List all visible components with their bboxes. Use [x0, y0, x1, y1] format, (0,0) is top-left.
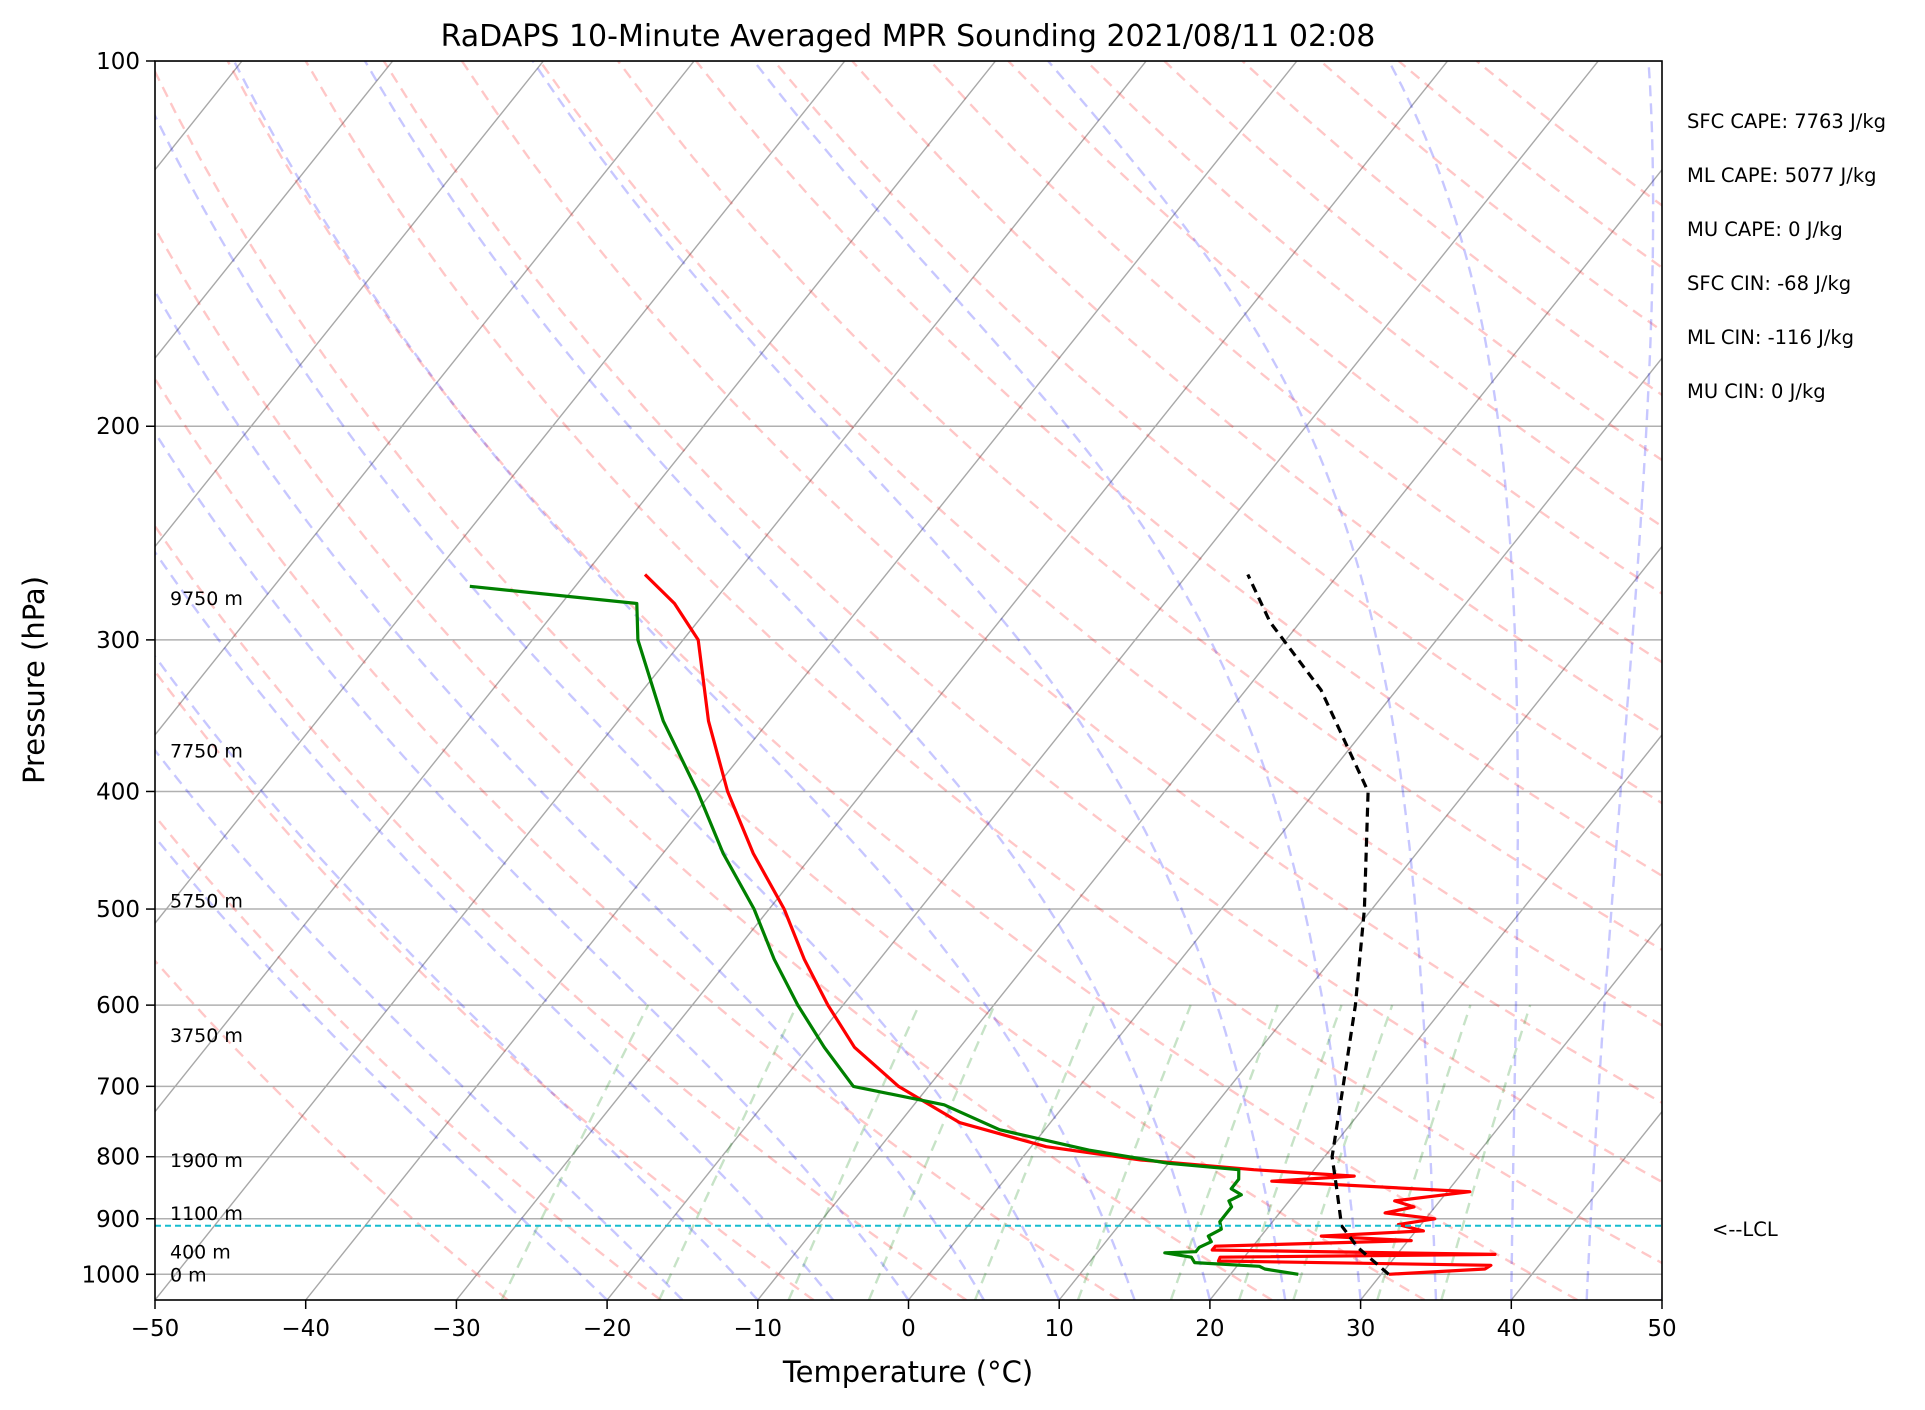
- stat-label: ML CAPE: 5077 J/kg: [1687, 164, 1877, 187]
- y-tick-label: 600: [96, 993, 140, 1019]
- stat-label: MU CIN: 0 J/kg: [1687, 380, 1826, 403]
- x-tick-label: 0: [901, 1316, 916, 1342]
- y-tick-label: 700: [96, 1074, 140, 1100]
- stat-label: SFC CIN: -68 J/kg: [1687, 272, 1851, 295]
- height-label: 400 m: [170, 1242, 231, 1264]
- height-label: 1100 m: [170, 1203, 243, 1225]
- x-tick-label: 50: [1647, 1316, 1676, 1342]
- height-label: 5750 m: [170, 891, 243, 913]
- y-tick-label: 800: [96, 1145, 140, 1171]
- height-label: 1900 m: [170, 1150, 243, 1172]
- stat-label: SFC CAPE: 7763 J/kg: [1687, 110, 1886, 133]
- x-tick-label: −10: [734, 1316, 783, 1342]
- stat-label: ML CIN: -116 J/kg: [1687, 326, 1854, 349]
- y-tick-label: 200: [96, 414, 140, 440]
- height-label: 9750 m: [170, 588, 243, 610]
- y-tick-label: 900: [96, 1207, 140, 1233]
- height-label: 7750 m: [170, 740, 243, 762]
- y-tick-label: 500: [96, 897, 140, 923]
- y-tick-label: 1000: [81, 1262, 140, 1288]
- x-axis-label: Temperature (°C): [782, 1355, 1033, 1389]
- y-tick-label: 300: [96, 628, 140, 654]
- height-label: 3750 m: [170, 1025, 243, 1047]
- x-tick-label: 10: [1045, 1316, 1074, 1342]
- stat-label: MU CAPE: 0 J/kg: [1687, 218, 1843, 241]
- y-tick-label: 400: [96, 779, 140, 805]
- height-label: 0 m: [170, 1264, 207, 1286]
- chart-title: RaDAPS 10-Minute Averaged MPR Sounding 2…: [441, 19, 1376, 54]
- x-tick-label: 30: [1346, 1316, 1375, 1342]
- x-tick-label: 40: [1497, 1316, 1526, 1342]
- y-axis-label: Pressure (hPa): [17, 576, 51, 784]
- x-tick-label: −30: [432, 1316, 481, 1342]
- x-tick-label: 20: [1195, 1316, 1224, 1342]
- y-tick-label: 100: [96, 49, 140, 75]
- x-tick-label: −50: [131, 1316, 180, 1342]
- lcl-label: <--LCL: [1712, 1218, 1778, 1241]
- x-tick-label: −40: [281, 1316, 330, 1342]
- x-tick-label: −20: [583, 1316, 632, 1342]
